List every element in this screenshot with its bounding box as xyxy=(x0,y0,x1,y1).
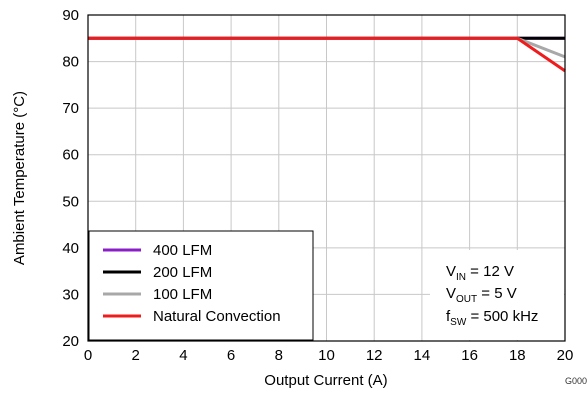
x-tick-label: 10 xyxy=(318,347,335,364)
x-tick-labels: 0 2 4 6 8 10 12 14 16 18 20 xyxy=(84,347,574,364)
x-tick-label: 2 xyxy=(132,347,140,364)
x-tick-label: 0 xyxy=(84,347,92,364)
conditions-box xyxy=(430,250,564,340)
legend-label-200-lfm: 200 LFM xyxy=(153,264,212,281)
x-tick-label: 4 xyxy=(179,347,187,364)
x-tick-label: 12 xyxy=(366,347,383,364)
x-tick-label: 16 xyxy=(461,347,478,364)
x-tick-label: 6 xyxy=(227,347,235,364)
series-line-natural-convection xyxy=(88,36,566,73)
y-tick-label: 50 xyxy=(62,193,79,210)
x-tick-label: 20 xyxy=(557,347,574,364)
y-tick-label: 40 xyxy=(62,240,79,257)
operating-conditions: VIN = 12 V VOUT = 5 V fSW = 500 kHz xyxy=(430,250,564,340)
x-tick-label: 18 xyxy=(509,347,526,364)
y-axis-label: Ambient Temperature (°C) xyxy=(11,91,28,265)
y-tick-label: 20 xyxy=(62,333,79,350)
legend-label-natural-convection: Natural Convection xyxy=(153,308,281,325)
legend-label-400-lfm: 400 LFM xyxy=(153,242,212,259)
y-tick-label: 90 xyxy=(62,7,79,24)
y-tick-label: 30 xyxy=(62,286,79,303)
condition-fsw: fSW = 500 kHz xyxy=(446,308,538,328)
condition-vout: VOUT = 5 V xyxy=(446,285,517,305)
legend-label-100-lfm: 100 LFM xyxy=(153,286,212,303)
condition-vin: VIN = 12 V xyxy=(446,263,514,283)
y-tick-labels: 20 30 40 50 60 70 80 90 xyxy=(62,7,79,350)
x-tick-label: 8 xyxy=(275,347,283,364)
y-tick-label: 80 xyxy=(62,54,79,71)
figure-id: G000 xyxy=(565,376,587,386)
y-tick-label: 60 xyxy=(62,147,79,164)
x-axis-label: Output Current (A) xyxy=(264,372,387,389)
plot-frame xyxy=(87,14,566,342)
x-tick-label: 14 xyxy=(414,347,431,364)
y-tick-label: 70 xyxy=(62,100,79,117)
series-lines xyxy=(88,36,566,73)
legend: 400 LFM 200 LFM 100 LFM Natural Convection xyxy=(88,230,314,341)
